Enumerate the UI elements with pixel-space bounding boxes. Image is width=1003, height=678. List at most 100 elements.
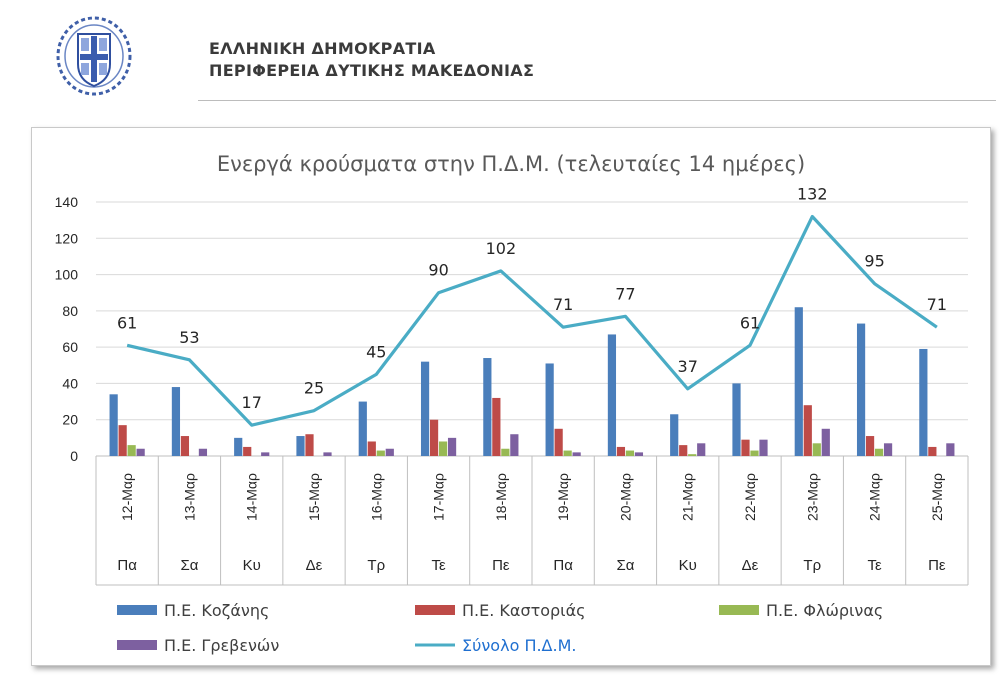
chart-title: Ενεργά κρούσματα στην Π.Δ.Μ. (τελευταίες…: [217, 152, 805, 176]
bar[interactable]: [438, 441, 448, 456]
y-tick-label: 80: [62, 303, 78, 319]
header-country: ΕΛΛΗΝΙΚΗ ΔΗΜΟΚΡΑΤΙΑ: [209, 39, 436, 58]
x-tick-label: 14-Μαρ: [244, 473, 260, 521]
data-label: 17: [242, 393, 262, 412]
x-tick-label: 12-Μαρ: [119, 473, 135, 521]
day-label: Πε: [928, 557, 946, 574]
data-label: 37: [678, 357, 698, 376]
day-label: Τε: [867, 557, 882, 574]
bar[interactable]: [812, 443, 821, 456]
day-label: Κυ: [679, 557, 697, 574]
bar[interactable]: [670, 414, 679, 456]
data-label: 45: [366, 342, 386, 361]
legend-label: Σύνολο Π.Δ.Μ.: [462, 636, 576, 655]
day-label: Δε: [742, 557, 759, 574]
legend-label: Π.Ε. Γρεβενών: [164, 636, 279, 655]
bar[interactable]: [607, 334, 617, 456]
bar[interactable]: [732, 383, 741, 456]
day-label: Πα: [117, 557, 137, 574]
data-label: 77: [615, 284, 635, 303]
bar[interactable]: [821, 428, 830, 456]
bar[interactable]: [545, 363, 554, 456]
header-region: ΠΕΡΙΦΕΡΕΙΑ ΔΥΤΙΚΗΣ ΜΑΚΕΔΟΝΙΑΣ: [209, 61, 535, 80]
bar[interactable]: [688, 454, 697, 456]
bar[interactable]: [385, 448, 394, 456]
x-tick-label: 24-Μαρ: [867, 473, 883, 521]
bar[interactable]: [420, 361, 430, 456]
bar[interactable]: [261, 452, 270, 456]
bar[interactable]: [501, 448, 510, 456]
day-label: Δε: [306, 557, 323, 574]
bar[interactable]: [296, 436, 305, 456]
day-label: Κυ: [243, 557, 261, 574]
bar[interactable]: [234, 437, 243, 456]
bar[interactable]: [376, 450, 385, 456]
bar[interactable]: [305, 434, 314, 456]
legend-swatch: [719, 605, 759, 615]
bar[interactable]: [554, 428, 563, 456]
data-label: 53: [179, 328, 199, 347]
bar[interactable]: [447, 437, 457, 456]
bar[interactable]: [697, 443, 706, 456]
bar[interactable]: [883, 443, 893, 456]
legend-swatch: [117, 605, 157, 615]
bar[interactable]: [865, 436, 875, 456]
day-label: Πε: [492, 557, 510, 574]
y-tick-label: 60: [62, 339, 78, 355]
bar[interactable]: [171, 387, 181, 456]
y-tick-label: 140: [55, 194, 79, 210]
bar[interactable]: [358, 401, 367, 456]
bar[interactable]: [946, 443, 955, 456]
bar[interactable]: [856, 323, 866, 456]
bar[interactable]: [625, 450, 635, 456]
bar[interactable]: [180, 436, 190, 456]
bar[interactable]: [118, 425, 127, 456]
bar[interactable]: [803, 405, 812, 456]
greek-republic-emblem-icon: [56, 16, 132, 96]
bar[interactable]: [919, 348, 928, 456]
legend-label: Π.Ε. Κοζάνης: [164, 601, 269, 620]
x-tick-label: 21-Μαρ: [680, 473, 696, 521]
bar[interactable]: [616, 446, 626, 456]
legend-swatch: [117, 640, 157, 650]
bar[interactable]: [243, 446, 252, 456]
bar[interactable]: [367, 441, 376, 456]
bar[interactable]: [572, 452, 581, 456]
bar[interactable]: [198, 448, 208, 456]
day-label: Τρ: [803, 557, 821, 574]
bar[interactable]: [429, 419, 439, 456]
bar[interactable]: [563, 450, 572, 456]
bar[interactable]: [136, 448, 145, 456]
data-label: 61: [117, 313, 137, 332]
bar[interactable]: [634, 452, 644, 456]
y-tick-label: 120: [55, 230, 79, 246]
legend-label: Π.Ε. Φλώρινας: [766, 601, 883, 620]
bar[interactable]: [109, 394, 118, 456]
bar[interactable]: [759, 439, 768, 456]
bar[interactable]: [323, 452, 332, 456]
y-tick-label: 0: [70, 448, 78, 464]
total-line[interactable]: [126, 214, 938, 427]
bar[interactable]: [492, 397, 501, 456]
bar[interactable]: [741, 439, 750, 456]
x-tick-label: 25-Μαρ: [929, 473, 945, 521]
x-tick-label: 22-Μαρ: [742, 473, 758, 521]
y-tick-label: 100: [55, 267, 79, 283]
bar[interactable]: [679, 445, 688, 456]
x-tick-label: 15-Μαρ: [306, 473, 322, 521]
data-label: 90: [428, 261, 448, 280]
bar[interactable]: [127, 445, 136, 456]
x-tick-label: 19-Μαρ: [555, 473, 571, 521]
data-label: 61: [740, 313, 760, 332]
bar[interactable]: [794, 307, 803, 456]
legend-swatch: [415, 605, 455, 615]
bar[interactable]: [928, 446, 937, 456]
bar[interactable]: [874, 448, 884, 456]
y-tick-label: 40: [62, 375, 78, 391]
bar[interactable]: [483, 358, 492, 456]
bar[interactable]: [510, 434, 519, 456]
bar[interactable]: [750, 450, 759, 456]
x-tick-label: 16-Μαρ: [368, 473, 384, 521]
x-tick-label: 18-Μαρ: [493, 473, 509, 521]
